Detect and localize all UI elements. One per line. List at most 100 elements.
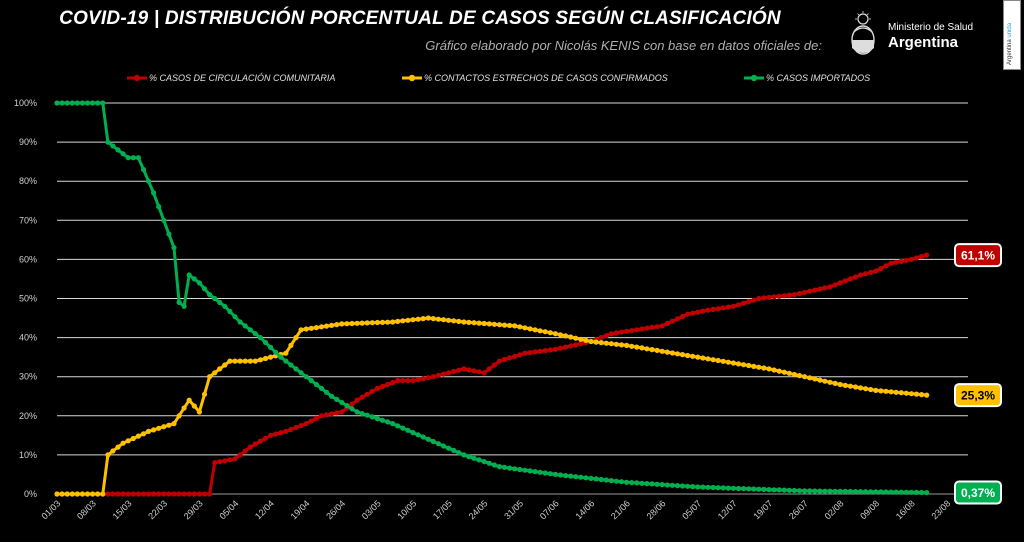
data-point <box>690 484 696 490</box>
data-point <box>415 316 421 322</box>
data-point <box>725 359 731 365</box>
series-line <box>57 316 927 496</box>
data-point <box>512 353 518 359</box>
data-point <box>125 491 131 497</box>
data-point <box>512 323 518 329</box>
data-point <box>700 484 706 490</box>
y-tick-label: 40% <box>19 333 37 343</box>
data-point <box>227 358 233 364</box>
data-point <box>807 288 813 294</box>
data-point <box>883 388 889 394</box>
data-point <box>730 485 737 491</box>
x-tick-label: 14/06 <box>573 498 596 521</box>
data-point <box>308 325 314 331</box>
data-point <box>756 364 762 370</box>
data-point <box>847 276 854 282</box>
data-point <box>857 272 864 278</box>
argentina-unida-badge: Argentina unida <box>1003 0 1021 70</box>
data-point <box>151 190 157 196</box>
data-point <box>242 323 248 329</box>
data-point <box>527 326 533 332</box>
data-point <box>415 377 421 383</box>
data-point <box>227 457 233 463</box>
data-point <box>878 265 884 272</box>
data-point <box>54 100 60 106</box>
data-point <box>857 489 864 495</box>
data-point <box>186 397 192 403</box>
data-point <box>730 360 737 366</box>
data-point <box>247 358 253 364</box>
data-point <box>919 489 925 496</box>
data-point <box>110 491 116 497</box>
data-point <box>471 368 477 374</box>
data-point <box>578 336 584 342</box>
data-point <box>705 356 711 362</box>
data-point <box>883 489 889 495</box>
data-point <box>90 100 96 106</box>
data-point <box>466 367 472 373</box>
data-point <box>685 483 691 489</box>
data-point <box>420 376 426 382</box>
data-point <box>913 255 920 261</box>
data-point <box>196 409 202 415</box>
data-point <box>273 431 279 437</box>
data-point <box>161 217 167 223</box>
data-point <box>908 489 915 495</box>
data-point <box>217 459 223 465</box>
data-point <box>603 333 609 339</box>
data-point <box>710 484 716 491</box>
data-point <box>298 423 304 429</box>
data-point <box>507 465 513 471</box>
data-point <box>613 330 620 336</box>
data-point <box>898 258 904 264</box>
data-point <box>329 322 335 328</box>
data-point <box>507 322 513 329</box>
data-point <box>486 321 492 327</box>
data-point <box>369 388 375 394</box>
x-tick-label: 29/03 <box>182 498 205 521</box>
data-point <box>120 491 126 497</box>
data-point <box>822 285 828 291</box>
data-point <box>69 491 75 497</box>
data-point <box>776 487 782 493</box>
data-point <box>374 319 380 326</box>
data-point <box>135 491 141 497</box>
data-point <box>674 483 681 489</box>
data-point <box>542 348 548 354</box>
data-point <box>410 430 416 436</box>
data-point <box>603 340 609 346</box>
data-point <box>700 308 706 314</box>
data-point <box>451 318 457 324</box>
x-tick-label: 10/05 <box>395 498 418 521</box>
data-point <box>705 307 711 313</box>
data-point <box>608 341 614 347</box>
data-point <box>196 280 202 286</box>
data-point <box>776 368 782 374</box>
data-point <box>156 204 162 210</box>
data-point <box>873 268 879 274</box>
data-point <box>913 489 920 495</box>
data-point <box>817 377 823 383</box>
data-point <box>674 316 681 322</box>
data-point <box>827 284 833 290</box>
data-point <box>278 430 284 436</box>
data-point <box>608 331 614 337</box>
logo-country-text: Argentina <box>888 34 959 51</box>
data-point <box>588 338 594 345</box>
data-point <box>659 482 665 488</box>
data-point <box>334 396 340 402</box>
data-point <box>323 412 330 418</box>
data-point <box>878 388 884 394</box>
x-tick-label: 31/05 <box>502 498 525 521</box>
data-point <box>710 357 716 363</box>
data-point <box>847 383 854 389</box>
x-tick-label: 28/06 <box>645 498 668 521</box>
data-point <box>161 491 167 497</box>
data-point <box>720 358 726 364</box>
data-point <box>425 436 431 442</box>
data-point <box>430 316 436 322</box>
y-tick-label: 100% <box>14 98 37 108</box>
data-point <box>318 385 325 391</box>
data-point <box>771 294 777 300</box>
data-point <box>201 391 208 397</box>
